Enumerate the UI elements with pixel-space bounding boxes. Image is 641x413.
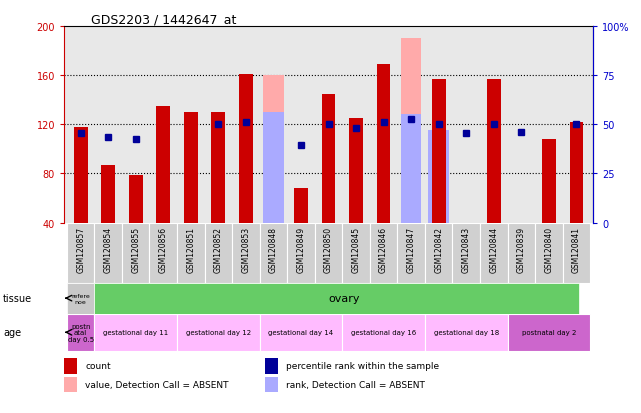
Bar	[204, 223, 232, 283]
Bar	[294, 189, 308, 223]
Bar	[64, 377, 78, 392]
Text: GSM120843: GSM120843	[462, 226, 470, 272]
Text: GSM120844: GSM120844	[489, 226, 498, 272]
Bar	[94, 223, 122, 283]
Bar	[239, 75, 253, 223]
Bar	[149, 223, 177, 283]
Text: refere
noe: refere noe	[71, 293, 90, 304]
Text: GSM120850: GSM120850	[324, 226, 333, 272]
Bar	[480, 223, 508, 283]
Bar	[265, 377, 278, 392]
Bar	[508, 314, 590, 351]
Text: gestational day 11: gestational day 11	[103, 330, 169, 335]
Text: GSM120839: GSM120839	[517, 226, 526, 272]
Bar	[260, 223, 287, 283]
Text: age: age	[3, 328, 21, 337]
Text: postnatal day 2: postnatal day 2	[522, 330, 576, 335]
Text: percentile rank within the sample: percentile rank within the sample	[287, 362, 439, 370]
Bar	[487, 80, 501, 223]
Text: GSM120851: GSM120851	[187, 226, 196, 272]
Bar	[74, 127, 88, 223]
Bar	[263, 76, 284, 223]
Text: gestational day 18: gestational day 18	[433, 330, 499, 335]
Bar	[322, 94, 335, 223]
Bar	[64, 358, 78, 374]
Text: value, Detection Call = ABSENT: value, Detection Call = ABSENT	[85, 380, 229, 389]
Text: tissue: tissue	[3, 293, 32, 304]
Bar	[370, 223, 397, 283]
Bar	[184, 113, 197, 223]
Text: GDS2203 / 1442647_at: GDS2203 / 1442647_at	[90, 13, 236, 26]
Text: rank, Detection Call = ABSENT: rank, Detection Call = ABSENT	[287, 380, 425, 389]
Bar	[263, 113, 284, 223]
Bar	[177, 223, 204, 283]
Bar	[67, 223, 94, 283]
Bar	[453, 223, 480, 283]
Bar	[563, 223, 590, 283]
Bar	[232, 223, 260, 283]
Bar	[315, 223, 342, 283]
Bar	[260, 314, 342, 351]
Bar	[508, 223, 535, 283]
Text: gestational day 16: gestational day 16	[351, 330, 416, 335]
Bar	[94, 314, 177, 351]
Bar	[67, 314, 94, 351]
Bar	[432, 80, 445, 223]
Text: GSM120849: GSM120849	[297, 226, 306, 272]
Text: GSM120848: GSM120848	[269, 226, 278, 272]
Bar	[349, 119, 363, 223]
Bar	[397, 223, 425, 283]
Text: GSM120845: GSM120845	[351, 226, 360, 272]
Bar	[569, 123, 583, 223]
Bar	[425, 314, 508, 351]
Bar	[377, 65, 390, 223]
Text: GSM120855: GSM120855	[131, 226, 140, 272]
Text: GSM120856: GSM120856	[159, 226, 168, 272]
Text: GSM120852: GSM120852	[214, 226, 223, 272]
Text: gestational day 14: gestational day 14	[269, 330, 333, 335]
Text: GSM120846: GSM120846	[379, 226, 388, 272]
Bar	[177, 314, 260, 351]
Bar	[129, 175, 142, 223]
Bar	[265, 358, 278, 374]
Bar	[342, 314, 425, 351]
Bar	[535, 223, 563, 283]
Bar	[428, 131, 449, 223]
Text: gestational day 12: gestational day 12	[186, 330, 251, 335]
Text: GSM120841: GSM120841	[572, 226, 581, 272]
Text: postn
atal
day 0.5: postn atal day 0.5	[67, 323, 94, 342]
Bar	[342, 223, 370, 283]
Bar	[156, 107, 170, 223]
Bar	[101, 165, 115, 223]
Bar	[122, 223, 149, 283]
Bar	[401, 39, 422, 223]
Bar	[401, 115, 422, 223]
Text: GSM120853: GSM120853	[242, 226, 251, 272]
Bar	[542, 140, 556, 223]
Bar	[287, 223, 315, 283]
Text: GSM120840: GSM120840	[544, 226, 553, 272]
Text: GSM120842: GSM120842	[434, 226, 443, 272]
Text: GSM120857: GSM120857	[76, 226, 85, 272]
Bar	[67, 283, 94, 314]
Text: ovary: ovary	[328, 293, 360, 304]
Text: GSM120847: GSM120847	[406, 226, 415, 272]
Bar	[212, 113, 225, 223]
Text: GSM120854: GSM120854	[104, 226, 113, 272]
Text: count: count	[85, 362, 111, 370]
Bar	[425, 223, 453, 283]
